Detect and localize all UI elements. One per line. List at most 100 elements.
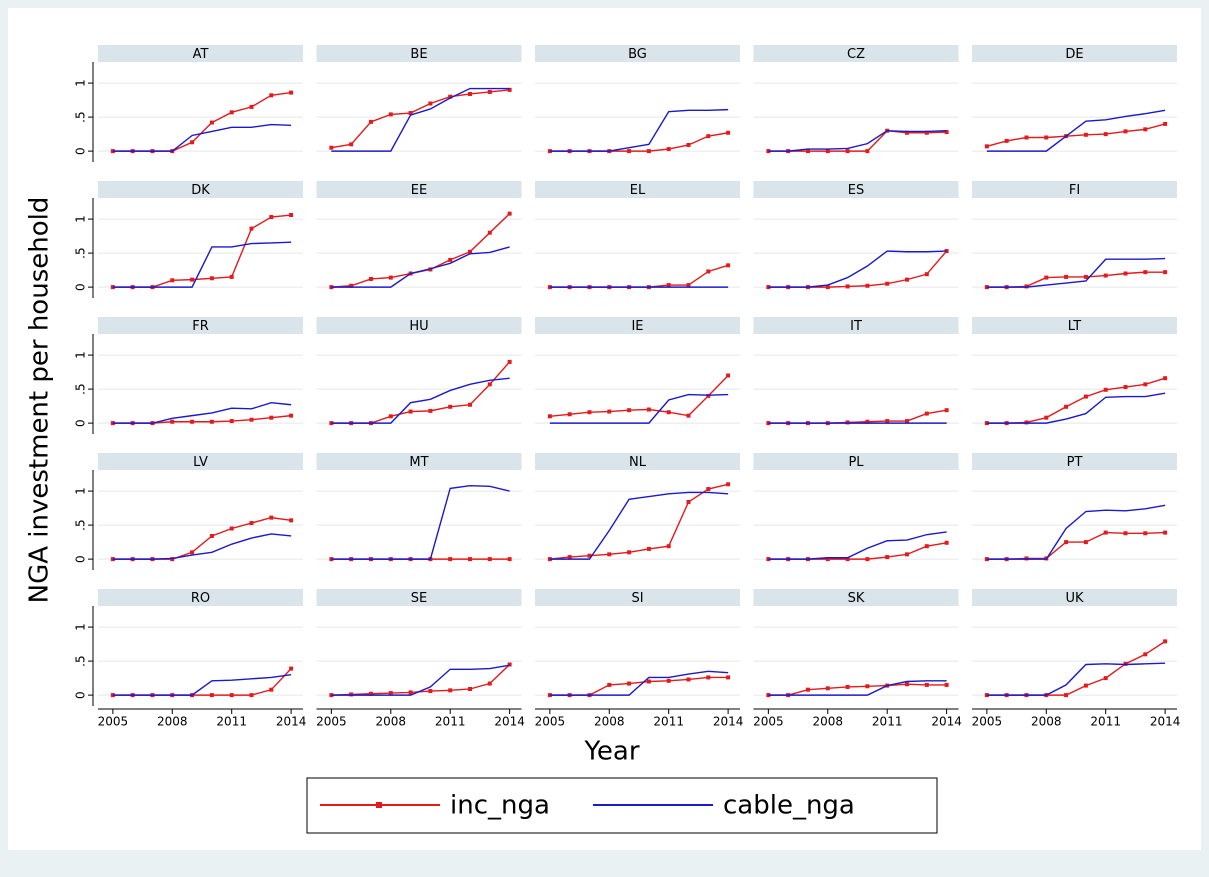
series-marker <box>587 553 592 558</box>
panel-header <box>316 181 522 198</box>
series-line <box>549 393 729 424</box>
series-line <box>331 89 510 149</box>
y-tick-label: .5 <box>74 655 88 666</box>
series-line <box>549 375 729 418</box>
series-marker <box>627 550 632 555</box>
x-tick-label: 2005 <box>753 715 784 729</box>
series-line <box>331 377 510 424</box>
series-marker <box>627 408 632 413</box>
series-marker <box>448 688 453 693</box>
series-marker <box>368 691 373 696</box>
panel-header <box>535 45 740 62</box>
series-marker <box>468 557 473 562</box>
series-marker <box>984 693 989 698</box>
series-marker <box>249 104 254 109</box>
panel-title: BG <box>628 47 647 62</box>
y-tick-label: 0 <box>74 283 88 291</box>
series-marker <box>924 544 929 549</box>
series-marker <box>726 675 731 680</box>
y-tick-label: 0 <box>74 147 88 155</box>
series-marker <box>646 407 651 412</box>
series-marker <box>249 226 254 231</box>
panel-header <box>535 317 740 334</box>
series-marker <box>706 134 711 139</box>
series-marker <box>706 269 711 274</box>
series-marker <box>666 283 671 288</box>
legend-marker <box>376 802 382 808</box>
series-marker <box>1044 135 1049 140</box>
panel-header <box>98 181 303 198</box>
series-line <box>986 109 1166 152</box>
series-marker <box>885 419 890 424</box>
panel-title: CZ <box>847 47 865 62</box>
series-marker <box>408 690 413 695</box>
series-marker <box>567 555 572 560</box>
series-marker <box>388 112 393 117</box>
series-marker <box>289 90 294 95</box>
panel-title: SK <box>848 591 865 606</box>
series-marker <box>1083 394 1088 399</box>
panel-title: UK <box>1065 591 1084 606</box>
x-tick-label: 2008 <box>813 715 844 729</box>
series-line <box>986 504 1166 560</box>
panel-title: PL <box>848 455 864 470</box>
series-marker <box>1143 382 1148 387</box>
series-marker <box>984 421 989 426</box>
x-tick-label: 2011 <box>872 715 903 729</box>
series-line <box>549 491 729 560</box>
panel-header <box>972 589 1177 606</box>
series-marker <box>448 557 453 562</box>
y-tick-label: .5 <box>74 383 88 394</box>
series-marker <box>329 421 334 426</box>
series-marker <box>547 557 552 562</box>
x-axis-label: Year <box>583 737 639 767</box>
series-marker <box>209 120 214 125</box>
panel-header <box>316 317 522 334</box>
x-tick-label: 2011 <box>653 715 684 729</box>
plot-background <box>8 8 1201 850</box>
series-marker <box>408 111 413 116</box>
series-marker <box>1103 530 1108 535</box>
x-tick-label: 2005 <box>316 715 347 729</box>
panel-header <box>753 317 959 334</box>
series-marker <box>905 277 910 282</box>
series-marker <box>805 687 810 692</box>
series-marker <box>1103 387 1108 392</box>
series-marker <box>448 94 453 99</box>
x-tick-label: 2008 <box>1031 715 1062 729</box>
panel-header <box>98 453 303 470</box>
panel-header <box>753 45 959 62</box>
series-marker <box>865 149 870 154</box>
panel-title: RO <box>191 591 210 606</box>
series-marker <box>388 691 393 696</box>
series-marker <box>507 557 512 562</box>
series-marker <box>349 142 354 147</box>
panel-header <box>98 317 303 334</box>
series-marker <box>1083 683 1088 688</box>
series-line <box>549 483 729 560</box>
series-marker <box>229 693 234 698</box>
series-marker <box>666 678 671 683</box>
series-marker <box>229 274 234 279</box>
panel-title: IE <box>631 319 643 334</box>
panel-header <box>316 589 522 606</box>
panel-title: AT <box>193 47 209 62</box>
series-marker <box>229 419 234 424</box>
series-marker <box>487 681 492 686</box>
y-tick-label: 1 <box>74 79 88 87</box>
series-line <box>112 533 292 560</box>
series-marker <box>1083 132 1088 137</box>
series-marker <box>190 277 195 282</box>
series-line <box>768 129 947 152</box>
series-marker <box>547 285 552 290</box>
series-marker <box>1064 274 1069 279</box>
series-line <box>986 257 1166 288</box>
panel-title: FI <box>1069 183 1080 198</box>
series-marker <box>170 419 175 424</box>
y-tick-label: .5 <box>74 519 88 530</box>
series-line <box>768 683 947 696</box>
panel-title: LT <box>1068 319 1081 334</box>
y-tick-label: 0 <box>74 555 88 563</box>
series-marker <box>289 666 294 671</box>
